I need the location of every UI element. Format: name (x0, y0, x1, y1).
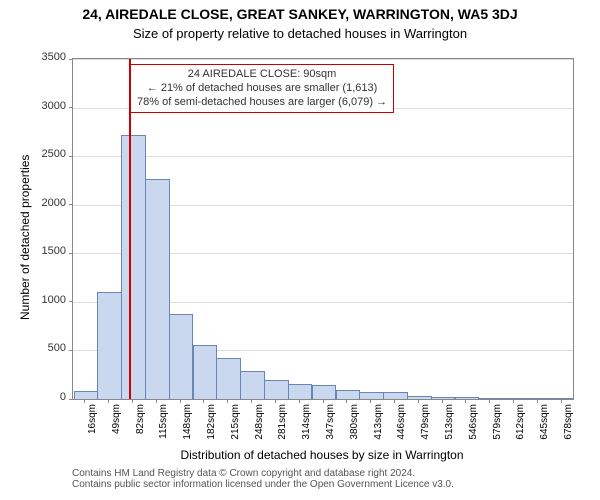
annotation-line: 78% of semi-detached houses are larger (… (137, 96, 387, 110)
histogram-bar (74, 391, 99, 399)
x-tick-label: 645sqm (539, 404, 550, 464)
annotation-line: 24 AIREDALE CLOSE: 90sqm (137, 68, 387, 82)
y-tick-label: 2500 (42, 148, 66, 160)
x-tick-label: 413sqm (373, 404, 384, 464)
histogram-bar (359, 392, 384, 399)
histogram-bar (407, 396, 432, 399)
x-tick-label: 115sqm (158, 404, 169, 464)
histogram-bar (264, 380, 289, 399)
x-tick-label: 579sqm (492, 404, 503, 464)
y-tick-label: 0 (60, 391, 66, 403)
x-tick-label: 513sqm (444, 404, 455, 464)
footer-line: Contains HM Land Registry data © Crown c… (72, 468, 454, 479)
histogram-bar (240, 371, 265, 399)
histogram-bar (431, 397, 456, 399)
histogram-bar (193, 345, 218, 399)
x-tick-label: 678sqm (563, 404, 574, 464)
x-tick-label: 49sqm (111, 404, 122, 464)
histogram-bar (526, 398, 551, 399)
y-tick-label: 500 (48, 342, 66, 354)
x-tick-label: 248sqm (254, 404, 265, 464)
footer-line: Contains public sector information licen… (72, 479, 454, 490)
x-tick-label: 148sqm (182, 404, 193, 464)
histogram-bar (502, 398, 527, 399)
histogram-bar (550, 398, 575, 399)
x-tick-label: 314sqm (301, 404, 312, 464)
histogram-bar (97, 292, 122, 399)
x-tick-label: 182sqm (206, 404, 217, 464)
subtitle: Size of property relative to detached ho… (0, 26, 600, 41)
annotation-line: ← 21% of detached houses are smaller (1,… (137, 82, 387, 96)
histogram-bar (216, 358, 241, 399)
histogram-bar (288, 384, 313, 399)
y-tick-label: 2000 (42, 197, 66, 209)
footer: Contains HM Land Registry data © Crown c… (72, 468, 454, 490)
x-tick-label: 347sqm (325, 404, 336, 464)
histogram-bar (169, 314, 194, 400)
y-tick-label: 3500 (42, 51, 66, 63)
y-axis-label: Number of detached properties (18, 154, 32, 319)
x-tick-label: 281sqm (277, 404, 288, 464)
y-tick-label: 3000 (42, 100, 66, 112)
y-tick-label: 1500 (42, 245, 66, 257)
x-tick-label: 446sqm (396, 404, 407, 464)
x-tick-label: 215sqm (230, 404, 241, 464)
histogram-bar (145, 179, 170, 399)
histogram-bar (383, 392, 408, 399)
histogram-bar (478, 398, 503, 399)
annotation-box: 24 AIREDALE CLOSE: 90sqm ← 21% of detach… (130, 64, 394, 113)
histogram-bar (312, 385, 337, 399)
x-tick-label: 16sqm (87, 404, 98, 464)
histogram-bar (121, 135, 146, 399)
x-tick-label: 546sqm (468, 404, 479, 464)
page-title: 24, AIREDALE CLOSE, GREAT SANKEY, WARRIN… (0, 6, 600, 22)
histogram-bar (336, 390, 361, 399)
y-tick-label: 1000 (42, 294, 66, 306)
histogram-bar (455, 397, 480, 399)
x-tick-label: 82sqm (135, 404, 146, 464)
x-tick-label: 380sqm (349, 404, 360, 464)
x-tick-label: 612sqm (515, 404, 526, 464)
x-tick-label: 479sqm (420, 404, 431, 464)
